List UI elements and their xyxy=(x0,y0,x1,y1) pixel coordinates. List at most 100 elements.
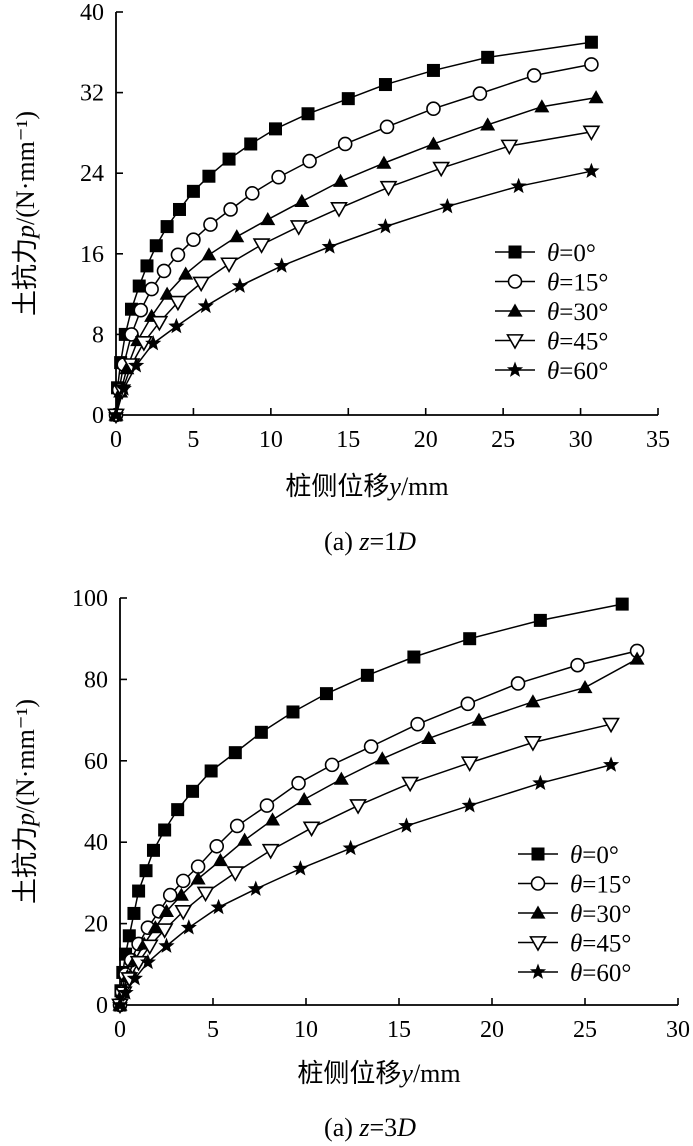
data-point xyxy=(244,137,258,151)
legend-marker xyxy=(506,334,524,350)
data-point xyxy=(117,984,134,1000)
data-point xyxy=(175,873,191,889)
data-point xyxy=(337,136,353,152)
series-1 xyxy=(113,597,629,1012)
legend-label: θ=0° xyxy=(570,842,619,869)
legend-entry: θ=45° xyxy=(495,329,608,356)
legend-label: θ=30° xyxy=(547,299,608,326)
data-point xyxy=(333,771,349,785)
data-point xyxy=(398,817,415,833)
data-point xyxy=(228,746,242,760)
data-point xyxy=(158,937,175,953)
data-point xyxy=(460,756,479,772)
data-point xyxy=(252,238,271,254)
data-point xyxy=(584,57,599,72)
data-point xyxy=(588,90,604,104)
legend-entry: θ=30° xyxy=(495,299,608,326)
data-point xyxy=(341,92,355,106)
series-line xyxy=(119,723,612,1006)
data-point xyxy=(463,632,477,646)
data-point xyxy=(145,334,162,351)
data-point xyxy=(524,736,542,752)
data-point xyxy=(139,864,153,878)
chart-2: 0 5 10 15 20 25 30 0 20 40 60 80 100 桩侧位移y/mm 土抗力p/(N·… xyxy=(11,586,690,1142)
x-tick-label: 25 xyxy=(491,427,515,453)
data-point xyxy=(132,279,146,293)
chart-1: 0 5 10 15 20 25 30 35 0 8 16 24 32 40 桩侧位移y/mm 土抗力p/(N·… xyxy=(11,0,670,556)
y-tick-label: 0 xyxy=(96,993,108,1019)
legend-marker xyxy=(508,245,522,259)
data-point xyxy=(533,613,547,627)
data-point xyxy=(378,78,392,92)
data-point xyxy=(379,180,398,197)
x-tick-label: 5 xyxy=(187,427,199,453)
data-point xyxy=(202,169,216,183)
data-point xyxy=(374,751,390,765)
x-axis-label: 桩侧位移y/mm xyxy=(285,472,448,501)
data-point xyxy=(432,161,451,178)
series-1 xyxy=(109,35,598,422)
x-tick-label: 20 xyxy=(480,1017,504,1043)
x-tick-label: 30 xyxy=(666,1017,690,1043)
data-point xyxy=(260,212,276,226)
data-point xyxy=(222,152,236,166)
data-point xyxy=(173,887,189,901)
y-tick-label: 24 xyxy=(80,161,104,187)
x-axis-label: 桩侧位移y/mm xyxy=(297,1059,460,1088)
data-point xyxy=(134,336,153,352)
y-tick-label: 60 xyxy=(84,749,108,775)
data-point xyxy=(128,357,145,373)
data-point xyxy=(425,136,441,150)
series-line xyxy=(115,96,597,416)
legend-marker xyxy=(531,847,545,861)
data-point xyxy=(140,939,159,956)
data-point xyxy=(583,162,600,179)
data-point xyxy=(302,821,321,838)
data-point xyxy=(510,676,526,691)
series-3 xyxy=(108,90,604,421)
data-point xyxy=(291,775,306,791)
data-point xyxy=(223,202,238,217)
legend-entry: θ=30° xyxy=(518,901,631,928)
data-point xyxy=(286,705,300,719)
data-point xyxy=(212,853,228,867)
data-point xyxy=(570,657,585,673)
data-point xyxy=(259,798,275,813)
data-point xyxy=(319,687,333,701)
data-point xyxy=(461,797,478,813)
data-point xyxy=(180,919,197,935)
legend-label: θ=45° xyxy=(570,931,631,958)
data-point xyxy=(407,650,421,664)
x-tick-label: 10 xyxy=(259,427,283,453)
x-tick-label: 0 xyxy=(110,427,122,453)
data-point xyxy=(127,906,141,920)
legend-marker xyxy=(529,963,547,979)
data-point xyxy=(439,197,456,214)
data-point xyxy=(229,229,245,243)
legend-marker xyxy=(506,361,524,377)
data-point xyxy=(150,315,169,332)
data-point xyxy=(302,153,317,169)
data-point xyxy=(525,694,541,708)
data-point xyxy=(500,139,519,156)
data-point xyxy=(156,263,172,279)
data-point xyxy=(629,651,645,665)
data-point xyxy=(172,202,186,216)
data-point xyxy=(421,730,437,745)
data-point xyxy=(126,970,143,986)
data-point xyxy=(254,725,268,739)
data-point xyxy=(376,155,392,169)
data-point xyxy=(168,317,185,334)
legend-label: θ=15° xyxy=(570,872,631,899)
data-point xyxy=(170,247,186,263)
data-point xyxy=(190,859,206,874)
data-point xyxy=(265,812,281,826)
y-tick-label: 20 xyxy=(84,912,108,938)
data-point xyxy=(247,880,264,896)
legend-entry: θ=0° xyxy=(518,842,619,869)
data-point xyxy=(140,259,154,273)
data-point xyxy=(426,63,440,77)
data-point xyxy=(426,101,441,117)
data-point xyxy=(584,35,598,49)
data-point xyxy=(115,380,132,396)
